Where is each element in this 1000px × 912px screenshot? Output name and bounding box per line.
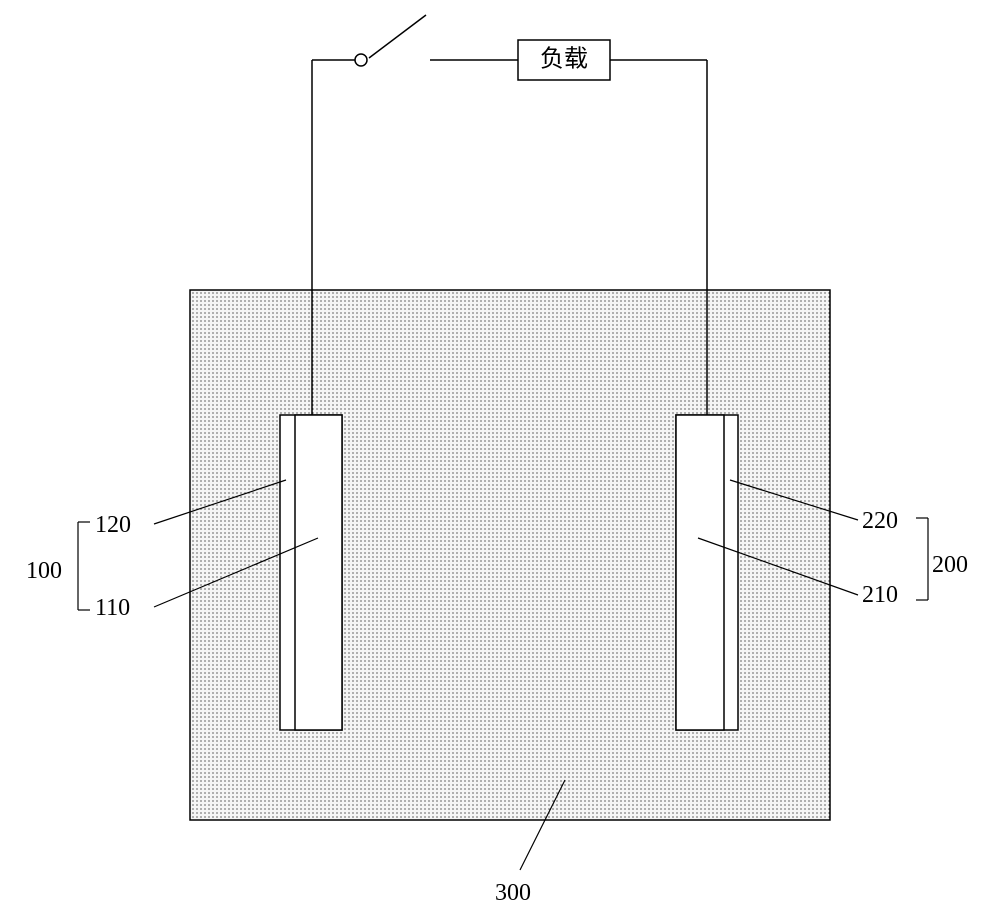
switch-contact <box>355 54 367 66</box>
switch-arm <box>369 15 426 58</box>
label-300: 300 <box>495 880 531 906</box>
left-electrode-inner <box>295 415 342 730</box>
label-200: 200 <box>932 552 968 578</box>
label-210: 210 <box>862 582 898 608</box>
load-label: 负载 <box>540 46 588 73</box>
label-100: 100 <box>26 558 62 584</box>
battery-circuit-diagram: 负载 300 120 110 100 220 210 200 <box>0 0 1000 912</box>
label-220: 220 <box>862 508 898 534</box>
right-electrode-inner <box>676 415 724 730</box>
label-110: 110 <box>95 595 130 621</box>
label-120: 120 <box>95 512 131 538</box>
